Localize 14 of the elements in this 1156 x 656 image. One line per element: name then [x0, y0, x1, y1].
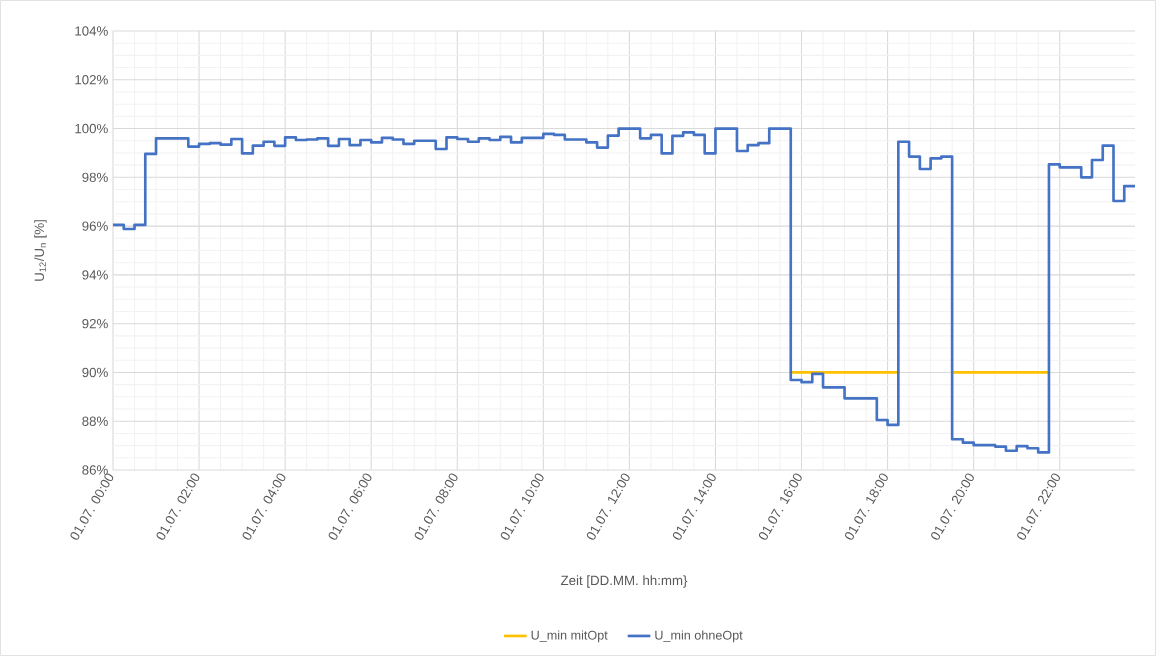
y-tick-label: 86%: [82, 465, 108, 475]
y-tick-label: 92%: [82, 318, 108, 329]
y-tick-label: 96%: [82, 221, 108, 231]
y-tick-label: 102%: [75, 75, 108, 85]
x-axis-title: Zeit [DD.MM. hh:mm}: [560, 575, 688, 588]
y-tick-label: 88%: [82, 416, 108, 426]
legend-label: U_min ohneOpt: [655, 630, 743, 643]
y-axis-title: U$_{12}$/U$_{n}$ [%]: [34, 220, 47, 281]
y-tick-label: 100%: [75, 123, 108, 134]
legend-label: U_min mitOpt: [531, 630, 608, 643]
y-tick-label: 104%: [75, 26, 108, 36]
y-tick-label: 90%: [82, 367, 108, 378]
y-tick-label: 94%: [82, 270, 108, 280]
y-tick-label: 98%: [82, 172, 108, 183]
